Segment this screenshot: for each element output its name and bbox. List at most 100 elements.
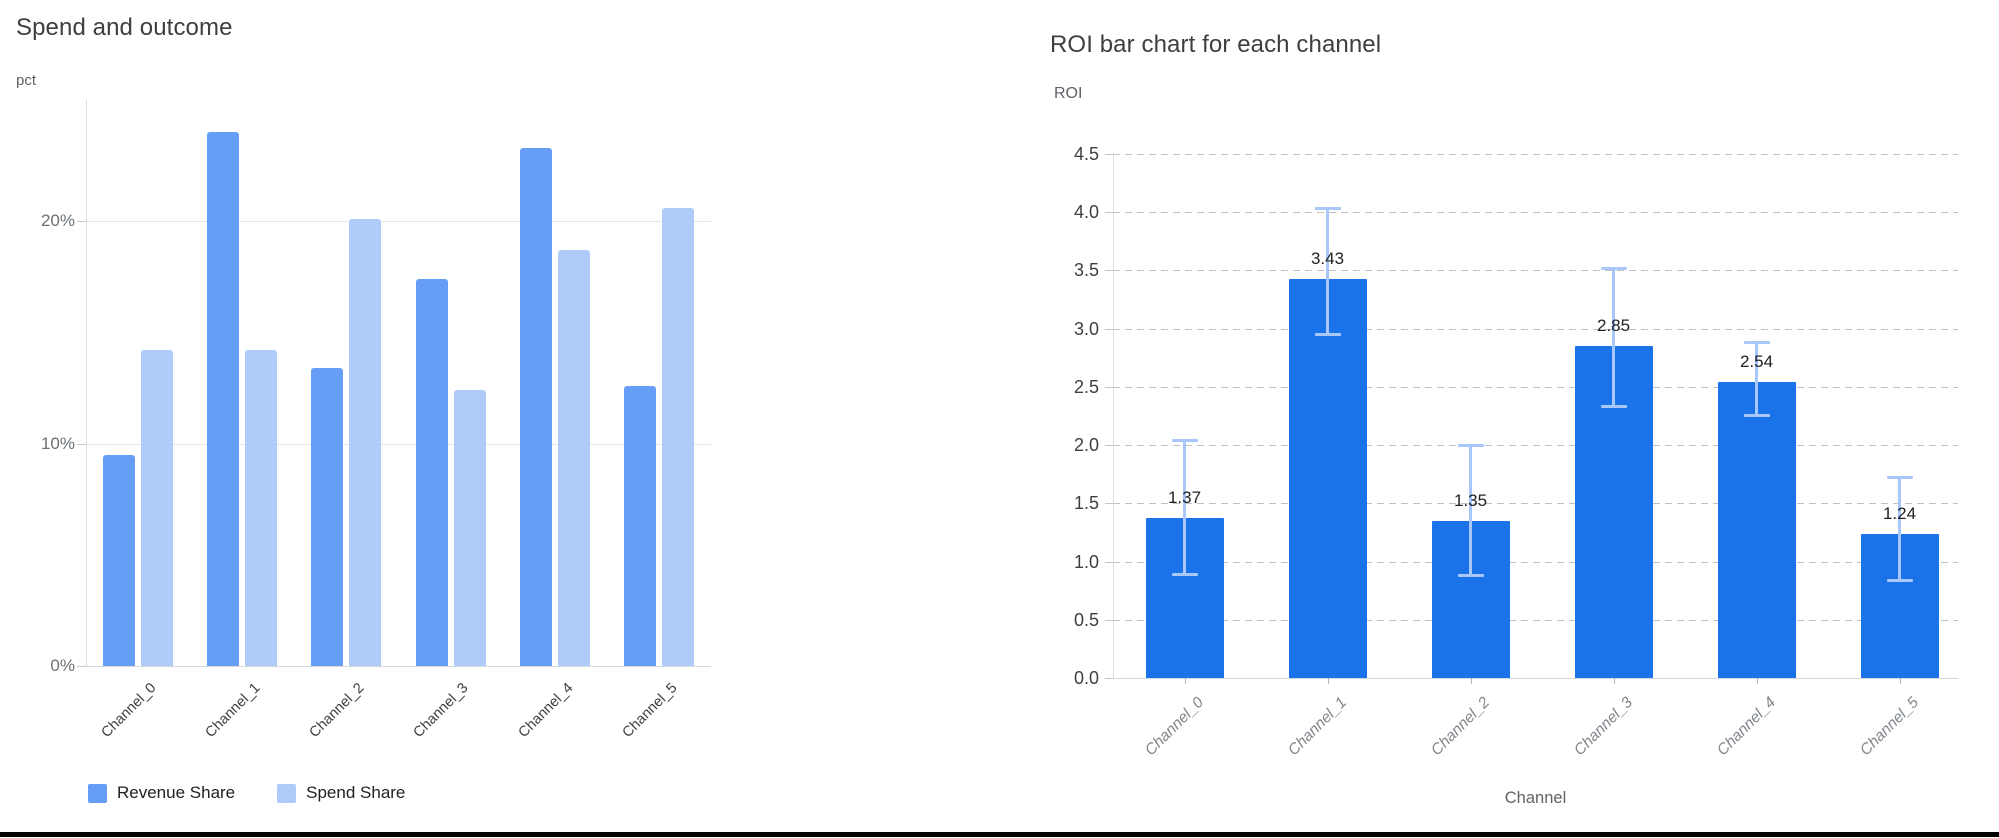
gridline-2.5 [1113,386,1958,388]
gridline-3.0 [1113,328,1958,330]
bar-value-label: 3.43 [1310,248,1345,268]
bar-spend-share-channel_4[interactable] [557,250,590,666]
x-axis-category-label: Channel_4 [1713,694,1779,760]
gridline-1.0 [1113,561,1958,563]
spend-share-legend-label: Spend Share [306,783,406,802]
left-y-axis-unit-label: pct [16,72,37,89]
x-axis-category-label: Channel_1 [1284,694,1350,760]
bar-spend-share-channel_5[interactable] [661,208,694,666]
gridline-4.0 [1113,212,1958,214]
bar-revenue-share-channel_2[interactable] [311,368,344,666]
y-axis-tick-label: 20% [40,211,75,231]
y-axis-tick-label: 4.0 [1073,202,1099,223]
revenue-share-legend-label: Revenue Share [117,783,236,802]
error-bar [1898,477,1901,581]
error-bar-cap [1600,405,1627,409]
left-plot-area: 0% 10% 20% Channel_0 Channel_1 Channel_2 Chann… [41,100,711,741]
error-bar [1612,268,1615,407]
gridline-1.5 [1113,503,1958,505]
error-bar-cap [1314,332,1341,336]
error-bar-cap [1743,414,1770,418]
y-axis-tick-label: 4.5 [1073,143,1099,164]
gridline-10% [86,443,711,445]
gridline-0% [86,666,711,667]
y-axis-tick-label: 0.5 [1073,609,1099,630]
y-axis-tick-label: 10% [40,433,75,453]
y-axis-tick-label: 0.0 [1073,668,1099,688]
bar-revenue-share-channel_1[interactable] [207,132,240,666]
bar-spend-share-channel_2[interactable] [349,219,382,666]
y-axis-tick-label: 2.5 [1073,376,1099,397]
legend-item-spend-share: Spend Share [277,783,405,803]
y-axis-tick [77,221,86,223]
error-bar-cap [1886,476,1913,480]
x-axis-tick [1470,678,1472,684]
bar-revenue-share-channel_5[interactable] [623,385,656,666]
bar-revenue-share-channel_4[interactable] [519,148,552,666]
y-axis-line [1113,153,1114,678]
window-bottom-edge [0,832,1999,837]
gridline-4.5 [1113,153,1958,155]
y-axis-tick-label: 1.5 [1073,493,1099,514]
bar-revenue-share-channel_0[interactable] [103,454,136,666]
gridline-0.0 [1113,678,1958,679]
bar-revenue-share-channel_3[interactable] [415,279,448,666]
y-axis-tick [1105,561,1113,563]
error-bar-cap [1314,207,1341,211]
bar-value-label: 2.54 [1739,352,1774,372]
error-bar [1755,342,1758,416]
x-axis-tick [1327,678,1329,684]
revenue-share-swatch [88,783,107,803]
y-axis-tick [1105,386,1113,388]
gridline-2.0 [1113,445,1958,447]
right-x-axis-title: Channel [1504,789,1567,807]
x-axis-category-label: Channel_2 [306,680,368,741]
bar-value-label: 1.24 [1882,503,1917,523]
legend-item-revenue-share: Revenue Share [88,783,235,803]
roi-bar-channel_1[interactable] [1288,278,1367,678]
error-bar-cap [1171,572,1198,576]
error-bar-cap [1600,266,1627,270]
x-axis-category-label: Channel_2 [1427,694,1493,760]
error-bar [1326,208,1329,335]
x-axis-category-label: Channel_0 [98,680,160,741]
y-axis-tick [1105,153,1113,155]
y-axis-tick [1105,678,1113,679]
error-bar-cap [1457,443,1484,447]
y-axis-tick-label: 2.0 [1073,435,1099,456]
y-axis-tick [1105,212,1113,214]
x-axis-category-label: Channel_1 [202,680,264,741]
right-plot-area: 0.0 0.5 1.0 1.5 2.0 2.5 3.0 3.5 4.0 4.5 1.37 Channe… [1074,140,1958,759]
bar-spend-share-channel_1[interactable] [245,350,278,666]
y-axis-tick-label: 3.0 [1073,318,1099,339]
x-axis-tick [1613,678,1615,684]
x-axis-category-label: Channel_5 [1856,694,1922,760]
x-axis-category-label: Channel_5 [619,680,681,741]
spend-share-swatch [277,783,297,803]
error-bar-cap [1886,578,1913,582]
x-axis-category-label: Channel_3 [410,680,472,741]
x-axis-tick [1756,678,1758,684]
left-chart-title: Spend and outcome [16,14,233,41]
error-bar [1469,445,1472,576]
y-axis-tick [1105,503,1113,505]
bar-spend-share-channel_3[interactable] [453,390,486,666]
roi-bar-channel_4[interactable] [1717,382,1796,678]
error-bar [1183,440,1186,575]
error-bar-cap [1457,574,1484,578]
bar-value-label: 1.37 [1167,488,1202,508]
y-axis-tick [77,443,86,445]
x-axis-tick [1184,678,1186,684]
gridline-0.5 [1113,619,1958,621]
y-axis-tick [1105,328,1113,330]
bar-value-label: 2.85 [1596,316,1631,336]
right-y-axis-unit-label: ROI [1054,85,1083,102]
y-axis-tick [77,666,86,667]
x-axis-category-label: Channel_4 [515,680,577,741]
left-legend: Revenue Share Spend Share [88,783,405,803]
y-axis-tick [1105,270,1113,272]
y-axis-tick-label: 1.0 [1073,551,1099,572]
bar-spend-share-channel_0[interactable] [141,350,174,666]
y-axis-tick-label: 0% [50,656,75,675]
